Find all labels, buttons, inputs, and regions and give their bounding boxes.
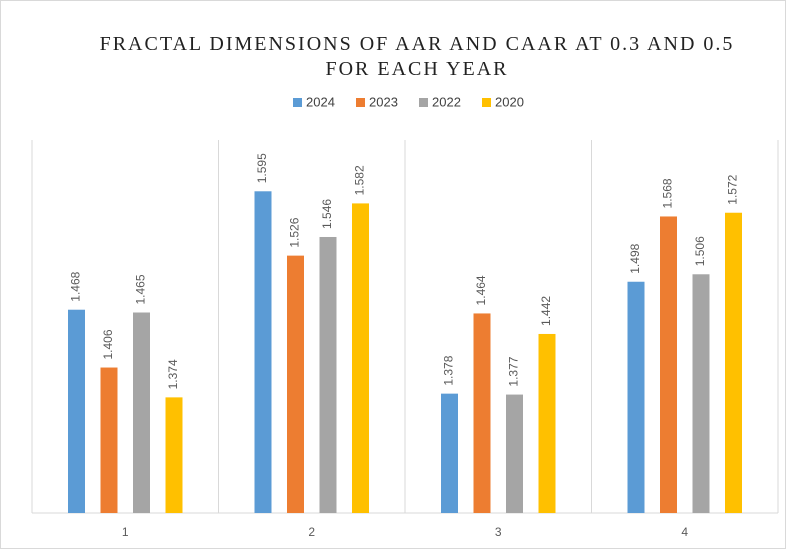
bar: [725, 212, 742, 514]
legend-label: 2020: [495, 94, 524, 109]
bar: [68, 309, 85, 513]
data-label: 1.572: [726, 174, 740, 204]
data-label: 1.498: [628, 243, 642, 273]
bar: [660, 216, 677, 513]
legend-swatch: [482, 98, 491, 107]
data-label: 1.465: [134, 274, 148, 304]
bar: [627, 281, 645, 513]
data-label: 1.468: [69, 271, 83, 301]
data-label: 1.595: [255, 153, 269, 183]
legend-swatch: [293, 98, 302, 107]
bar: [692, 274, 710, 513]
bar: [165, 397, 183, 513]
bar: [473, 313, 491, 513]
data-label: 1.568: [661, 178, 675, 208]
data-label: 1.506: [693, 236, 707, 266]
data-label: 1.464: [474, 275, 488, 305]
data-label: 1.546: [320, 199, 334, 229]
x-tick-label: 2: [308, 525, 315, 539]
x-tick-label: 1: [122, 525, 129, 539]
data-label: 1.582: [353, 165, 367, 195]
bar: [352, 203, 369, 513]
bar: [133, 312, 150, 513]
data-label: 1.442: [539, 296, 553, 326]
bar: [319, 236, 337, 514]
data-label: 1.377: [507, 356, 521, 386]
bar: [100, 367, 118, 513]
data-label: 1.374: [166, 359, 180, 389]
data-label: 1.378: [442, 355, 456, 385]
bar: [506, 394, 523, 513]
chart-title: FRACTAL DIMENSIONS OF AAR AND CAAR AT 0.…: [100, 33, 735, 80]
legend-swatch: [356, 98, 365, 107]
legend-swatch: [419, 98, 428, 107]
x-tick-label: 3: [495, 525, 502, 539]
legend-label: 2022: [432, 94, 461, 109]
data-label: 1.526: [288, 217, 302, 247]
bar: [254, 191, 272, 513]
bar: [287, 255, 304, 513]
legend-label: 2024: [306, 94, 335, 109]
x-tick-label: 4: [681, 525, 688, 539]
bar: [538, 333, 556, 513]
data-label: 1.406: [101, 329, 115, 359]
legend-label: 2023: [369, 94, 398, 109]
bar: [441, 393, 458, 513]
